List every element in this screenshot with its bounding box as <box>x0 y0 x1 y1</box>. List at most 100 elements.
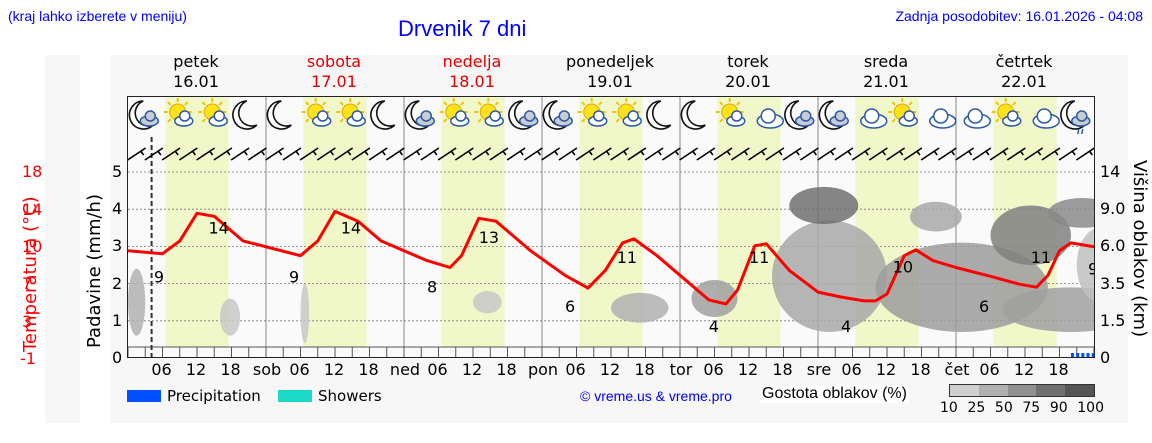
temp-tick: 10 <box>22 237 43 256</box>
cloud-density-area <box>1002 287 1094 332</box>
wind-barb-icon <box>760 150 766 156</box>
wind-barb-icon <box>588 150 593 156</box>
precip-axis-label: Padavine (mm/h) <box>84 194 105 348</box>
wind-barb-icon <box>627 147 647 161</box>
wind-barb-icon <box>989 147 1009 161</box>
day-header-5: sreda 21.01 <box>817 52 955 92</box>
copyright-link[interactable]: © vreme.us & vreme.pro <box>580 388 732 404</box>
sun-cloud-icon <box>474 98 504 127</box>
wind-barb-icon <box>972 147 992 161</box>
day-abbr-tick: sre <box>806 360 832 379</box>
precip-tick: 4 <box>112 199 123 219</box>
precip-tick: 3 <box>112 236 123 256</box>
wind-barb-icon <box>519 150 524 156</box>
sun-cloud-icon <box>301 98 332 127</box>
wind-barb-icon <box>415 150 421 156</box>
wind-barb-icon <box>610 147 630 161</box>
day-header-0: petek 16.01 <box>127 52 265 92</box>
precip-bar <box>1091 353 1094 357</box>
wind-barb-icon <box>1041 147 1061 161</box>
temp-min-label: 8 <box>427 277 437 296</box>
wind-barb-icon <box>657 150 662 156</box>
temp-min-label: 4 <box>709 317 719 336</box>
cloud-density-title: Gostota oblakov (%) <box>760 385 909 403</box>
hour-tick: 06 <box>151 360 172 379</box>
wind-barb-icon <box>437 147 457 161</box>
cloud-height-tick: 3.5 <box>1100 273 1126 293</box>
hour-tick: 18 <box>1048 360 1069 379</box>
wind-barb-icon <box>812 150 818 156</box>
cloud-density-area <box>611 292 669 323</box>
wind-barb-icon <box>346 150 352 156</box>
page-title: Drvenik 7 dni <box>398 16 527 41</box>
density-tick: 25 <box>967 400 986 416</box>
cloud-density-area <box>473 291 502 314</box>
sun-cloud-icon <box>991 98 1022 127</box>
hour-tick: 18 <box>220 360 241 379</box>
temp-max-label: 11 <box>1031 248 1051 267</box>
day-date: 18.01 <box>449 72 495 91</box>
wind-barb-icon <box>260 150 266 156</box>
cloud-density-area <box>691 279 738 318</box>
sun-cloud-icon <box>163 98 194 127</box>
cloud-height-axis-label: Višina oblakov (km) <box>1129 160 1150 338</box>
wind-barb-icon <box>506 147 526 161</box>
hour-tick: 18 <box>496 360 517 379</box>
wind-barb-icon <box>726 150 731 156</box>
wind-barb-icon <box>536 150 542 156</box>
wind-barb-icon <box>243 150 248 156</box>
wind-barb-icon <box>174 150 179 156</box>
last-update: Zadnja posodobitev: 16.01.2026 - 04:08 <box>895 8 1143 24</box>
wind-barb-icon <box>381 150 386 156</box>
wind-barb-icon <box>916 150 921 156</box>
precip-bar <box>1086 353 1090 357</box>
hour-tick: 18 <box>772 360 793 379</box>
day-name: petek <box>173 52 219 71</box>
wind-barb-icon <box>299 147 319 161</box>
cloud-height-tick: 14 <box>1100 162 1121 181</box>
precip-bar <box>1076 353 1080 357</box>
temp-min-label: 6 <box>565 297 575 316</box>
wind-barb-icon <box>834 147 854 161</box>
density-tick: 50 <box>994 400 1013 416</box>
cloud-density-area <box>128 268 146 336</box>
hour-tick: 06 <box>427 360 448 379</box>
daylight-band <box>165 97 229 347</box>
precip-tick: 2 <box>112 273 123 293</box>
cloud-icon <box>1032 108 1060 129</box>
hour-tick: 12 <box>185 360 207 379</box>
hour-tick: 06 <box>841 360 862 379</box>
density-tick: 100 <box>1077 400 1104 416</box>
showers-legend-label: Showers <box>318 387 382 405</box>
wind-barb-icon <box>420 147 440 161</box>
wind-barb-icon <box>920 147 940 161</box>
cloud-icon <box>963 108 991 129</box>
temp-max-label: 11 <box>749 248 769 267</box>
day-name: četrtek <box>995 52 1053 71</box>
density-tick: 10 <box>940 400 958 416</box>
wind-barb-icon <box>782 147 802 161</box>
wind-barb-icon <box>1019 150 1025 156</box>
day-name: ponedeljek <box>566 52 654 71</box>
wind-barb-icon <box>696 147 716 161</box>
wind-barb-icon <box>985 150 990 156</box>
wind-barb-icon <box>558 147 578 161</box>
wind-barb-icon <box>864 150 869 156</box>
wind-barb-icon <box>139 150 145 156</box>
cloud-icon <box>929 108 957 129</box>
wind-barb-icon <box>743 150 749 156</box>
hour-tick: 12 <box>323 360 345 379</box>
wind-barb-icon <box>213 147 233 161</box>
wind-barb-icon <box>1054 150 1059 156</box>
wind-barb-icon <box>886 147 906 161</box>
wind-barb-icon <box>851 147 871 161</box>
temperature-line <box>128 209 1094 306</box>
wind-barb-icon <box>799 147 819 161</box>
hour-tick: 12 <box>1013 360 1035 379</box>
temp-tick: 3 <box>22 312 33 331</box>
wind-barb-icon <box>230 147 250 161</box>
hour-tick: 18 <box>358 360 379 379</box>
wind-barb-icon <box>368 147 388 161</box>
day-date: 17.01 <box>311 72 357 91</box>
temp-max-label: 10 <box>893 258 913 277</box>
